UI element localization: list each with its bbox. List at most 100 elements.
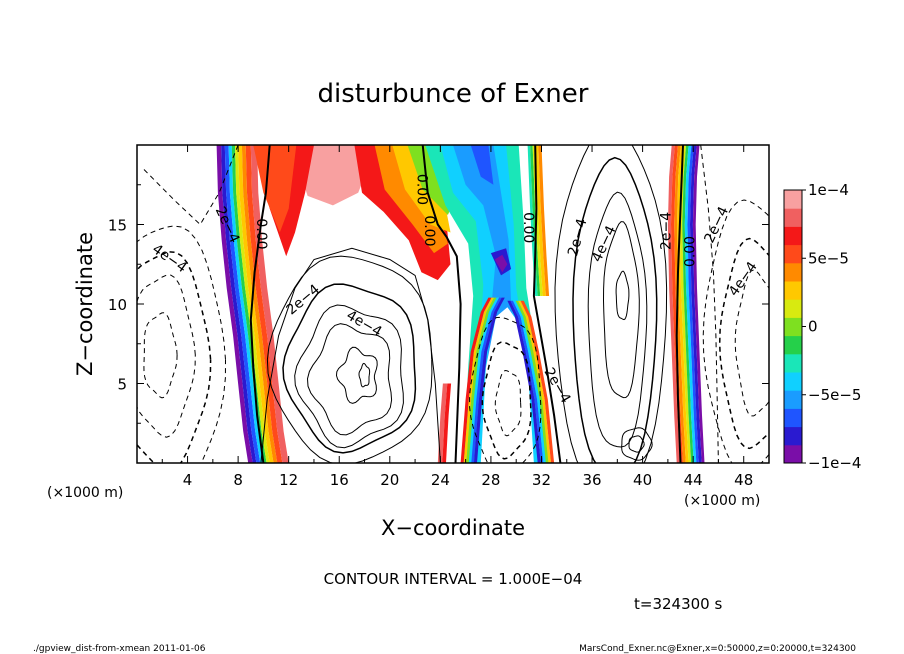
dashed-contour-left [142,145,239,226]
colorbar-label: 0 [808,318,818,336]
x-tick-label: 12 [279,471,298,489]
colorbar-swatch [784,262,802,282]
cold-left-edge [468,297,500,463]
colorbar-swatch [784,208,802,227]
cold-left-edge [473,297,505,463]
x-tick-label: 40 [633,471,652,489]
cold-right-edge [515,300,549,463]
left-gradient-band [245,145,283,463]
solid-contour [260,247,441,463]
x-tick-label: 44 [684,471,703,489]
contour-label: 0.00 [414,174,430,205]
right-gradient-band [667,145,680,463]
colorbar-swatch [784,390,802,409]
colorbar-label: 1e−4 [808,181,849,199]
zero-contour-centre [421,145,462,463]
color-fill-layer [216,145,705,463]
solid-contour-right [554,145,668,463]
contour-label-text: 0.00 [421,215,437,246]
y-tick-label: 10 [108,296,127,314]
left-gradient-band [235,145,270,463]
x-tick-label: 36 [582,471,601,489]
cold-right-edge [518,300,551,463]
solid-contour-right [621,427,653,461]
cold-left-base [442,383,452,463]
solid-contour [266,255,433,463]
left-gradient-band [228,145,264,463]
colorbar-label: 5e−5 [808,249,849,267]
dashed-contour-centre [481,341,532,460]
contour-label: 0.00 [520,212,536,243]
blue-patch-top [470,145,494,185]
cold-left-base [437,383,448,463]
x-axis-unit: (×1000 m) [684,493,760,509]
dashed-contour-left [137,251,212,463]
colorbar-swatch [784,299,802,318]
solid-contour-right [615,270,630,321]
cold-right-upper [538,145,550,296]
dashed-contour-left [143,312,178,399]
x-tick-label: 16 [330,471,349,489]
x-tick-label: 48 [734,471,753,489]
right-gradient-band [671,145,683,463]
cold-right-edge [510,300,544,463]
colorbar-swatch [784,190,802,209]
colorbar-label: −1e−4 [808,454,861,472]
colorbar-swatch [784,408,802,428]
orange-patch-centre [374,145,448,254]
contour-label: 0.00 [253,218,269,249]
x-tick-label: 28 [481,471,500,489]
right-gradient-band [684,145,697,463]
y-tick-label: 5 [117,376,127,394]
purple-patch [494,254,508,273]
cold-left-edge [463,297,495,463]
colorbar-swatch [784,281,802,300]
dashed-contour-left [137,274,196,438]
cold-right-edge [513,300,546,463]
left-gradient-band [221,145,257,463]
solid-contour [335,346,378,404]
contour-label-text: 0.00 [414,174,430,205]
footer-left: ./gpview_dist-from-xmean 2011-01-06 [33,644,206,654]
y-axis-title: Z−coordinate [73,232,97,376]
colorbar-swatch [784,244,802,264]
zero-contour-right [532,145,562,463]
right-gradient-band [687,145,699,463]
colorbar-swatch [784,372,802,391]
contour-label-text: 0.00 [253,218,269,249]
colorbar-swatch [784,335,802,355]
zero-contour-far-right [675,145,684,463]
contour-label-text: 2e−4 [658,212,674,250]
dashed-contour-right [734,269,769,417]
cold-right-upper [535,145,546,296]
zero-contour-left [249,145,271,463]
left-gradient-band [231,145,267,463]
x-tick-label: 8 [233,471,243,489]
cold-right-edge [507,300,541,463]
cold-left-edge [466,297,497,463]
contour-label-text: 0.00 [682,236,698,267]
colorbar-swatch [784,317,802,337]
footer-right: MarsCond_Exner.nc@Exner,x=0:50000,z=0:20… [579,644,856,654]
x-tick-label: 4 [183,471,193,489]
red-patch-centre [354,145,451,281]
white-dome [480,307,534,463]
y-axis-unit: (×1000 m) [47,485,123,501]
colorbar: 1e−4 5e−5 0 −5e−5 −1e−4 [784,181,861,472]
left-gradient-band [216,145,253,463]
colorbar-swatch [784,444,802,464]
solid-contour [358,362,371,388]
orange-patch-left [253,145,297,233]
x-tick-label: 20 [380,471,399,489]
cold-right-edge [520,300,555,463]
chart-title: disturbunce of Exner [318,79,589,109]
dashed-contour-right [700,145,719,463]
y-tick-label: 15 [108,217,127,235]
colorbar-frame [783,189,803,464]
pink-plume [291,145,378,206]
right-gradient-band [692,145,705,463]
solid-contour [282,283,417,454]
right-gradient-band [682,145,694,463]
